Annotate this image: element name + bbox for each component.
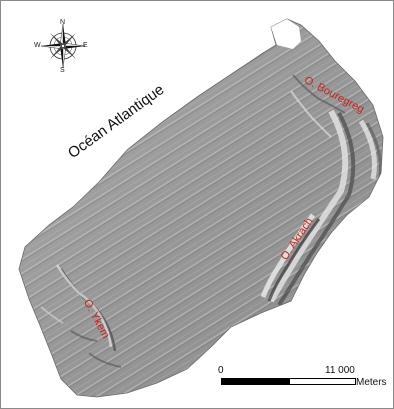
estuary-water	[271, 19, 301, 49]
compass-west-label: W	[34, 42, 41, 49]
compass-south-label: S	[60, 67, 65, 74]
compass-north-label: N	[60, 19, 66, 26]
compass-east-label: E	[83, 42, 88, 49]
coastline	[18, 18, 384, 398]
scale-unit-label: Meters	[356, 377, 387, 388]
compass-rose-icon	[40, 23, 86, 69]
scale-bar	[221, 378, 393, 390]
scale-start-label: 0	[218, 365, 224, 376]
scale-segment-light	[289, 378, 356, 385]
scale-segment-dark	[221, 378, 289, 385]
scale-end-label: 11 000	[325, 365, 355, 376]
